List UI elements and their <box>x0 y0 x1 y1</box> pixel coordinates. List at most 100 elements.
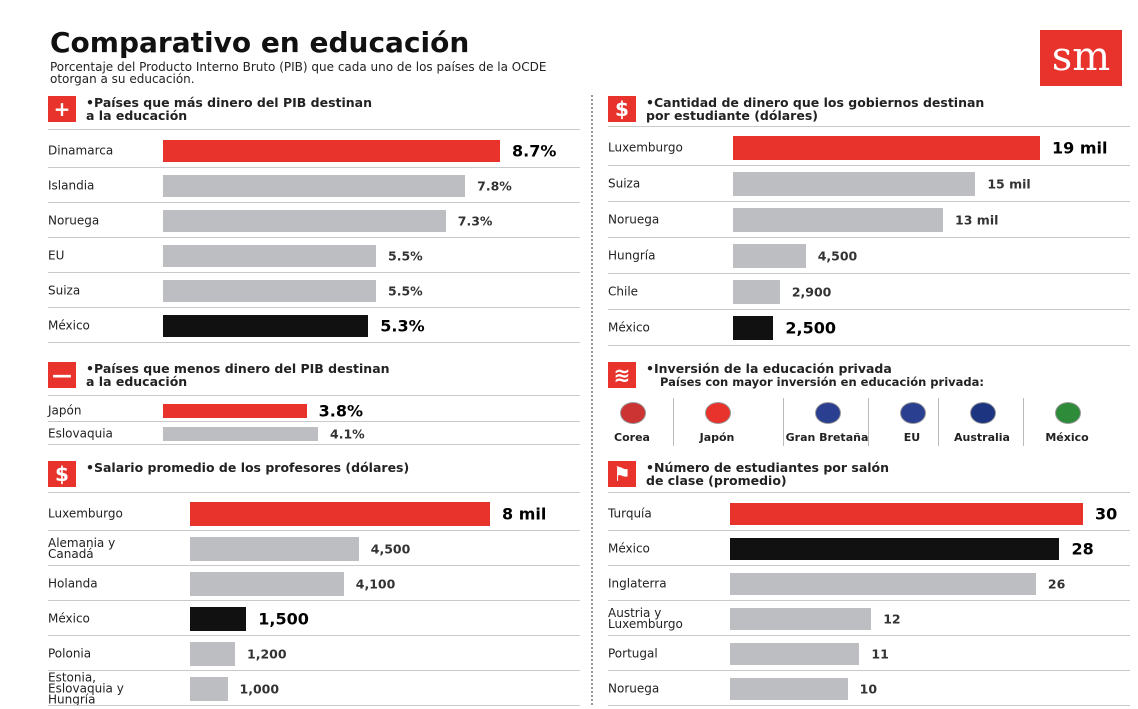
separator <box>48 167 580 168</box>
separator <box>783 398 784 446</box>
value-label: 7.8% <box>477 178 512 193</box>
bar <box>163 426 318 441</box>
divider <box>591 95 593 705</box>
panel-icon: — <box>48 362 76 388</box>
country-name: Australia <box>954 431 1010 444</box>
panel-title: •Países que más dinero del PIB destinan … <box>86 95 372 123</box>
value-label: 19 mil <box>1052 138 1108 158</box>
country-name: Corea <box>614 431 650 444</box>
separator <box>48 395 580 396</box>
panel-title: •Inversión de la educación privada <box>646 361 892 376</box>
separator <box>608 565 1130 566</box>
bar <box>190 571 344 596</box>
bar <box>730 607 872 630</box>
flag <box>900 402 926 424</box>
separator <box>608 635 1130 636</box>
flag <box>970 402 996 424</box>
category-label: México <box>608 320 650 335</box>
logo: sm <box>1040 30 1122 86</box>
category-label: Hungría <box>608 248 656 263</box>
panel-title: •Cantidad de dinero que los gobiernos de… <box>646 95 985 123</box>
separator <box>48 565 580 566</box>
panel-subtitle: Países con mayor inversión en educación … <box>660 375 984 389</box>
panel-icon: ≋ <box>608 362 636 388</box>
bar <box>190 641 235 666</box>
value-label: 7.3% <box>457 213 493 228</box>
value-label: 11 <box>871 646 889 661</box>
value-label: 10 <box>859 681 878 696</box>
bar <box>730 642 860 665</box>
category-label: Luxemburgo <box>608 140 683 155</box>
bar <box>733 280 780 304</box>
panel-icon: $ <box>608 96 636 122</box>
separator <box>608 492 1130 493</box>
bar <box>163 279 377 302</box>
separator <box>48 237 580 238</box>
category-label: Holanda <box>48 576 98 590</box>
separator <box>608 345 1130 346</box>
category-label: Islandia <box>48 178 95 192</box>
country-name: México <box>1045 431 1089 444</box>
separator <box>48 492 580 493</box>
bar <box>190 536 359 561</box>
title: Comparativo en educación <box>50 26 470 59</box>
value-label: 13 mil <box>955 212 999 228</box>
category-label: Suiza <box>48 283 81 297</box>
value-label: 5.5% <box>388 283 423 298</box>
category-label: Austria y Luxemburgo <box>608 605 683 631</box>
subtitle: Porcentaje del Producto Interno Bruto (P… <box>50 60 547 86</box>
category-label: Noruega <box>608 681 660 695</box>
separator <box>608 670 1130 671</box>
separator <box>48 307 580 308</box>
value-label: 5.5% <box>388 248 423 263</box>
value-label: 4,500 <box>370 541 411 556</box>
category-label: México <box>48 318 90 332</box>
category-label: Luxemburgo <box>48 506 123 520</box>
category-label: EU <box>48 248 65 262</box>
value-label: 2,900 <box>791 284 832 300</box>
separator <box>608 126 1130 127</box>
separator <box>48 530 580 531</box>
country-name: Gran Bretaña <box>785 431 869 444</box>
category-label: Noruega <box>608 212 660 227</box>
separator <box>48 129 580 130</box>
bar <box>163 209 446 232</box>
bar <box>190 501 490 526</box>
category-label: Portugal <box>608 646 658 660</box>
panel-title: •Países que menos dinero del PIB destina… <box>86 361 390 389</box>
separator <box>608 237 1130 238</box>
panel-icon: ⚑ <box>608 461 636 487</box>
value-label: 30 <box>1095 504 1118 523</box>
value-label: 28 <box>1071 539 1094 558</box>
separator <box>608 273 1130 274</box>
separator <box>608 165 1130 166</box>
panel-title: •Salario promedio de los profesores (dól… <box>86 460 410 475</box>
value-label: 8 mil <box>502 504 547 523</box>
category-label: Alemania y Canadá <box>48 535 116 561</box>
separator <box>48 635 580 636</box>
separator <box>48 421 580 422</box>
value-label: 26 <box>1047 576 1066 591</box>
category-label: Inglaterra <box>608 576 667 590</box>
bar <box>730 502 1083 525</box>
bar <box>733 136 1040 160</box>
separator <box>48 705 580 706</box>
category-label: Dinamarca <box>48 143 114 157</box>
bar <box>730 537 1060 560</box>
separator <box>48 342 580 343</box>
separator <box>1023 398 1024 446</box>
bar <box>163 314 369 337</box>
bar <box>163 244 377 267</box>
bar <box>733 316 774 340</box>
bar <box>190 676 228 701</box>
value-label: 8.7% <box>512 141 557 160</box>
panel-icon: + <box>48 96 76 122</box>
value-label: 3.8% <box>318 401 364 420</box>
flag <box>815 402 841 424</box>
category-label: Japón <box>48 403 82 417</box>
bar <box>730 572 1036 595</box>
value-label: 1,500 <box>258 609 309 628</box>
category-label: México <box>608 541 650 555</box>
category-label: Chile <box>608 284 639 299</box>
